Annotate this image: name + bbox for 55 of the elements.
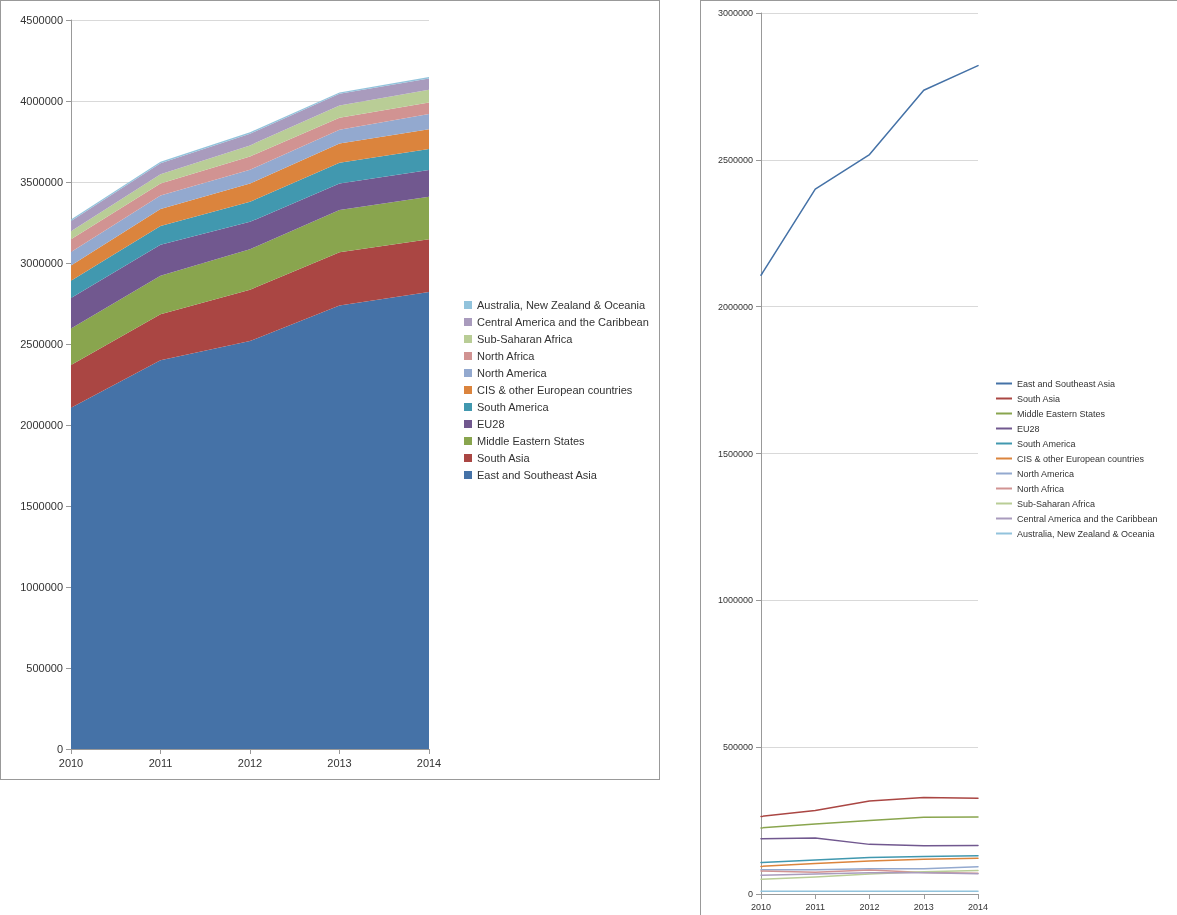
line-series (760, 796, 979, 818)
legend-label: Australia, New Zealand & Oceania (1017, 528, 1155, 539)
legend-label: Middle Eastern States (1017, 408, 1106, 419)
legend-label: Central America and the Caribbean (477, 316, 649, 328)
legend-label: CIS & other European countries (477, 384, 633, 396)
legend-label: CIS & other European countries (1017, 453, 1145, 464)
y-tick-label: 4000000 (20, 95, 63, 107)
y-tick-label: 0 (56, 743, 63, 755)
y-tick-label: 2000000 (20, 419, 63, 431)
legend-label: EU28 (1017, 423, 1040, 434)
legend-label: Middle Eastern States (477, 435, 586, 447)
legend-label: EU28 (477, 418, 505, 430)
x-tick-label: 2011 (805, 901, 825, 912)
line-series (760, 857, 979, 868)
legend-label: East and Southeast Asia (1017, 378, 1116, 389)
line-series (760, 837, 979, 847)
legend-label: South America (1017, 438, 1076, 449)
legend-label: South America (477, 401, 550, 413)
y-tick-label: 1500000 (20, 500, 63, 512)
y-tick-label: 3000000 (717, 8, 753, 18)
x-tick-label: 2012 (237, 756, 263, 769)
x-tick-label: 2011 (148, 756, 173, 769)
line-series (760, 816, 979, 829)
x-tick-label: 2014 (967, 901, 989, 912)
y-tick-label: 500000 (722, 742, 753, 753)
legend-label: East and Southeast Asia (477, 469, 598, 481)
y-tick-label: 1500000 (717, 448, 753, 459)
x-tick-label: 2014 (416, 756, 442, 769)
x-tick-label: 2013 (327, 756, 352, 769)
y-tick-label: 1000000 (20, 581, 63, 593)
y-tick-label: 500000 (26, 662, 63, 674)
legend-label: North America (1017, 468, 1075, 479)
legend-label: Central America and the Caribbean (1017, 513, 1158, 524)
x-tick-label: 2010 (750, 901, 772, 912)
y-tick-label: 0 (747, 889, 753, 899)
legend-label: South Asia (477, 452, 531, 464)
legend-label: North Africa (477, 350, 536, 362)
line-series (760, 855, 979, 864)
legend-label: South Asia (1017, 393, 1061, 404)
x-tick-label: 2010 (58, 756, 84, 769)
legend-label: North America (477, 367, 548, 379)
legend-label: Sub-Saharan Africa (477, 333, 574, 345)
legend-label: Australia, New Zealand & Oceania (477, 299, 647, 311)
x-tick-label: 2012 (859, 901, 880, 912)
y-tick-label: 2000000 (717, 301, 753, 312)
y-tick-label: 2500000 (717, 154, 753, 165)
legend-label: North Africa (1017, 483, 1065, 494)
legend-label: Sub-Saharan Africa (1017, 498, 1096, 509)
line-series (760, 64, 979, 276)
y-tick-label: 3500000 (20, 176, 63, 188)
x-tick-label: 2013 (913, 901, 934, 912)
y-tick-label: 4500000 (20, 14, 63, 26)
y-tick-label: 3000000 (20, 257, 63, 269)
y-tick-label: 1000000 (717, 595, 753, 606)
y-tick-label: 2500000 (20, 338, 63, 350)
